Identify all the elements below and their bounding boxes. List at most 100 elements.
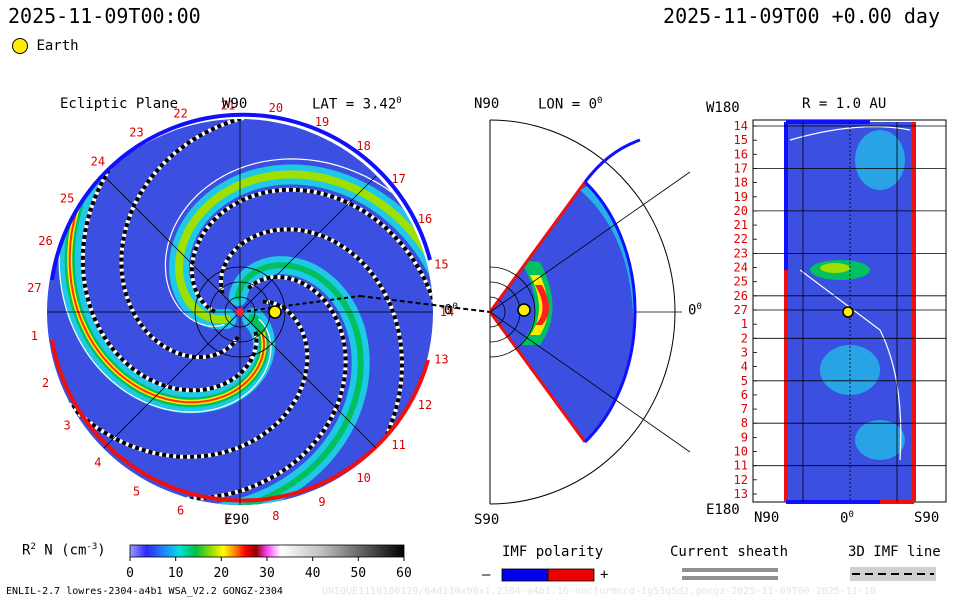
meridional-top-label: N90 bbox=[474, 96, 500, 112]
ecliptic-rim-negative bbox=[50, 112, 432, 281]
carrington-number: 6 bbox=[177, 503, 184, 517]
radial-row-label: 23 bbox=[734, 246, 748, 260]
carrington-number: 26 bbox=[38, 234, 52, 248]
earth-marker-ecliptic bbox=[268, 305, 282, 319]
radial-row-label: 9 bbox=[741, 430, 748, 444]
radial-row-label: 11 bbox=[734, 459, 748, 473]
radial-x-label-s90: S90 bbox=[914, 510, 940, 526]
carrington-number: 9 bbox=[318, 495, 325, 509]
time-right: 2025-11-09T00 +0.00 day bbox=[663, 4, 940, 28]
ecliptic-top-label: W90 bbox=[222, 96, 248, 112]
carrington-number: 19 bbox=[315, 115, 329, 129]
model-info: ENLIL-2.7 lowres-2304-a4b1 WSA_V2.2 GONG… bbox=[6, 586, 283, 597]
carrington-number: 7 bbox=[224, 512, 231, 526]
carrington-number: 1 bbox=[31, 329, 38, 343]
ecliptic-rim-positive bbox=[50, 339, 430, 503]
earth-legend: Earth bbox=[12, 38, 79, 54]
meridional-right-label: 00 bbox=[688, 302, 702, 319]
colorbar-tick: 50 bbox=[350, 566, 366, 581]
earth-legend-icon bbox=[12, 38, 28, 54]
carrington-number: 11 bbox=[391, 438, 405, 452]
meridional-plane-panel bbox=[488, 119, 691, 505]
carrington-number: 4 bbox=[94, 456, 101, 470]
carrington-number: 27 bbox=[27, 281, 41, 295]
carrington-number: 18 bbox=[356, 139, 370, 153]
carrington-number: 3 bbox=[63, 419, 70, 433]
imf-negative-swatch bbox=[501, 568, 549, 582]
radial-row-label: 17 bbox=[734, 162, 748, 176]
imf-minus-label: – bbox=[482, 567, 491, 583]
imf-connection-line bbox=[359, 295, 491, 313]
colorbar-tick: 0 bbox=[126, 566, 134, 581]
carrington-number: 13 bbox=[434, 353, 448, 367]
radial-row-label: 15 bbox=[734, 133, 748, 147]
radial-row-label: 18 bbox=[734, 176, 748, 190]
carrington-number: 10 bbox=[356, 471, 370, 485]
carrington-number: 20 bbox=[269, 101, 283, 115]
carrington-number: 14 bbox=[440, 305, 454, 319]
colorbar-tick: 10 bbox=[168, 566, 184, 581]
carrington-number: 8 bbox=[272, 509, 279, 523]
radial-row-label: 19 bbox=[734, 190, 748, 204]
radial-row-label: 8 bbox=[741, 416, 748, 430]
ecliptic-lat-label: LAT = 3.420 bbox=[312, 96, 402, 113]
radial-row-label: 22 bbox=[734, 232, 748, 246]
radial-row-label: 2 bbox=[741, 331, 748, 345]
imf-3d-line-title: 3D IMF line bbox=[848, 544, 941, 560]
current-sheath-line-1 bbox=[682, 568, 778, 572]
radial-row-label: 12 bbox=[734, 473, 748, 487]
current-sheath-line-2 bbox=[682, 576, 778, 580]
carrington-number: 21 bbox=[221, 98, 235, 112]
imf-plus-label: + bbox=[600, 567, 609, 583]
radial-row-label: 14 bbox=[734, 119, 748, 133]
radial-row-label: 24 bbox=[734, 261, 748, 275]
radial-row-label: 26 bbox=[734, 289, 748, 303]
imf-positive-swatch bbox=[547, 568, 595, 582]
radial-row-label: 3 bbox=[741, 346, 748, 360]
carrington-number: 16 bbox=[418, 212, 432, 226]
radial-row-label: 27 bbox=[734, 303, 748, 317]
radial-row-label: 16 bbox=[734, 147, 748, 161]
carrington-number: 22 bbox=[173, 107, 187, 121]
radial-map-panel: 1415161718192021222324252627123456789101… bbox=[734, 119, 947, 504]
earth-marker-meridional bbox=[517, 303, 531, 317]
carrington-number: 2 bbox=[42, 376, 49, 390]
density-colorbar bbox=[129, 544, 405, 558]
imf-polarity-title: IMF polarity bbox=[502, 544, 604, 560]
carrington-number: 5 bbox=[133, 484, 140, 498]
carrington-number: 15 bbox=[434, 257, 448, 271]
meridional-bottom-label: S90 bbox=[474, 512, 500, 528]
meridional-wedge bbox=[490, 182, 636, 442]
radial-row-label: 25 bbox=[734, 275, 748, 289]
radial-row-label: 1 bbox=[741, 317, 748, 331]
radial-row-label: 13 bbox=[734, 487, 748, 501]
radial-x-label-n90: N90 bbox=[754, 510, 780, 526]
radial-row-label: 21 bbox=[734, 218, 748, 232]
carrington-number: 17 bbox=[391, 172, 405, 186]
radial-top-left-label: W180 bbox=[706, 100, 740, 116]
ecliptic-right-label: 00 bbox=[444, 302, 458, 319]
radial-row-label: 6 bbox=[741, 388, 748, 402]
colorbar-tick: 30 bbox=[259, 566, 275, 581]
carrington-number: 23 bbox=[129, 126, 143, 140]
current-sheath-title: Current sheath bbox=[670, 544, 789, 560]
run-id: UNIQUE1110180119/64d130x90x1.2304-a4b1.1… bbox=[322, 586, 876, 597]
ecliptic-title: Ecliptic Plane bbox=[60, 96, 179, 112]
radial-row-label: 5 bbox=[741, 374, 748, 388]
time-left: 2025-11-09T00:00 bbox=[8, 4, 201, 28]
radial-bottom-left-label: E180 bbox=[706, 502, 740, 518]
radial-row-label: 7 bbox=[741, 402, 748, 416]
radial-row-label: 20 bbox=[734, 204, 748, 218]
meridional-lon-label: LON = 00 bbox=[538, 96, 603, 113]
colorbar-tick: 40 bbox=[305, 566, 321, 581]
radial-row-label: 4 bbox=[741, 360, 748, 374]
radial-row-label: 10 bbox=[734, 445, 748, 459]
carrington-number: 12 bbox=[418, 398, 432, 412]
sun-marker bbox=[236, 308, 244, 316]
radial-x-label-0: 00 bbox=[840, 510, 854, 527]
radial-title: R = 1.0 AU bbox=[802, 96, 887, 112]
carrington-number: 24 bbox=[91, 154, 105, 168]
colorbar-tick: 60 bbox=[396, 566, 412, 581]
earth-marker-radial bbox=[842, 306, 854, 318]
